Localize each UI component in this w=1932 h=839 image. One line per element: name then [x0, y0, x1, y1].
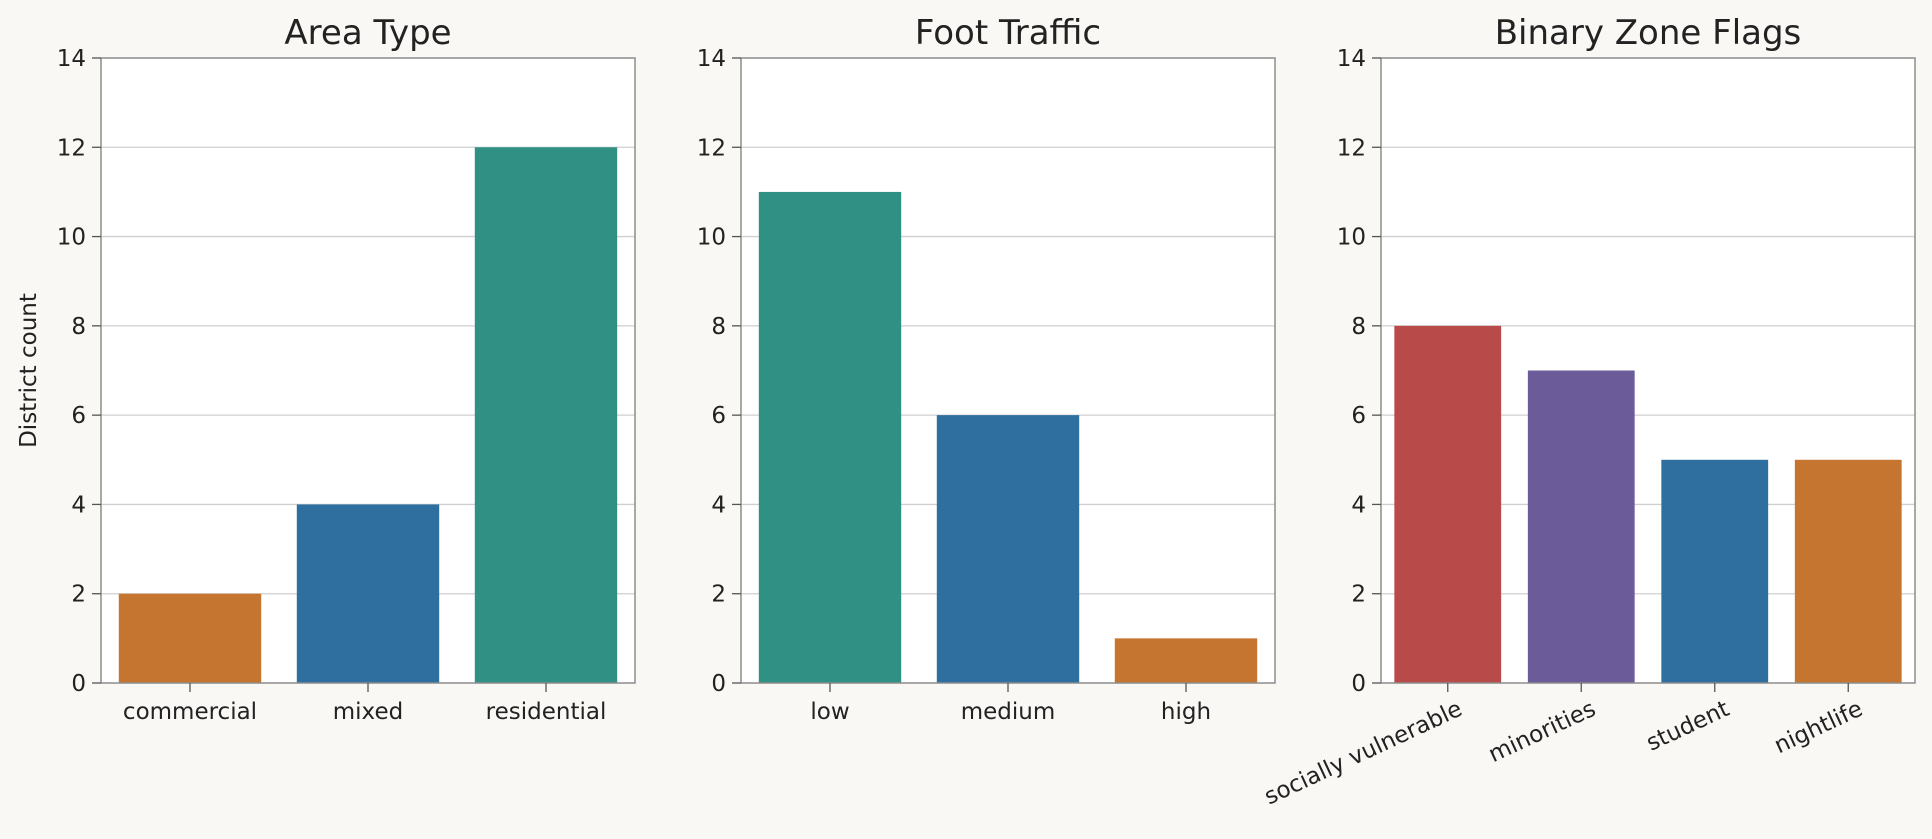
chart-foot-traffic: 0 2 4 6 8 10 12 14 low medium high Foot Traffic: [697, 13, 1276, 725]
bar-nightlife: [1794, 459, 1902, 683]
bar-medium: [936, 415, 1080, 683]
y-tick-label: 10: [57, 225, 86, 251]
y-tick-label: 0: [711, 671, 726, 697]
bars-area-type: [118, 147, 618, 684]
y-tick-label: 4: [711, 492, 726, 518]
plot-frame-binary-zone-flags: [1380, 57, 1916, 684]
y-tick-label: 10: [1337, 225, 1366, 251]
y-tick-label: 12: [1337, 135, 1366, 161]
x-tick-label-commercial: commercial: [123, 699, 257, 725]
y-tick-label: 8: [1351, 314, 1366, 340]
x-tick-label-high: high: [1161, 699, 1211, 725]
y-tick-label: 14: [1337, 46, 1366, 72]
y-tick-label: 10: [697, 225, 726, 251]
bars-foot-traffic: [758, 191, 1258, 683]
y-axis-label-area-type: District count: [16, 293, 42, 448]
y-tick-label: 6: [71, 403, 86, 429]
y-tick-label: 6: [1351, 403, 1366, 429]
bar-residential: [474, 147, 618, 684]
y-tick-label: 8: [71, 314, 86, 340]
x-tick-label-residential: residential: [486, 699, 607, 725]
bar-commercial: [118, 593, 262, 683]
bar-student: [1661, 459, 1769, 683]
chart-title-foot-traffic: Foot Traffic: [915, 13, 1101, 53]
y-tick-label: 0: [71, 671, 86, 697]
chart-area-type: 0 2 4 6 8 10 12 14 commercial mixed residential Ar…: [16, 13, 636, 725]
ticks-area-type: 0 2 4 6 8 10 12 14 commercial mixed residential: [57, 46, 607, 725]
y-tick-label: 0: [1351, 671, 1366, 697]
chart-title-binary-zone-flags: Binary Zone Flags: [1495, 13, 1802, 53]
y-tick-label: 14: [697, 46, 726, 72]
x-tick-label-mixed: mixed: [333, 699, 403, 725]
x-tick-label-medium: medium: [961, 699, 1056, 725]
bars-binary-zone-flags: [1394, 325, 1902, 683]
bar-high: [1114, 638, 1258, 683]
chart-title-area-type: Area Type: [284, 13, 451, 53]
ticks-foot-traffic: 0 2 4 6 8 10 12 14 low medium high: [697, 46, 1211, 725]
bar-mixed: [296, 504, 440, 683]
y-tick-label: 8: [711, 314, 726, 340]
y-tick-label: 4: [1351, 492, 1366, 518]
y-tick-label: 2: [711, 582, 726, 608]
y-tick-label: 14: [57, 46, 86, 72]
y-tick-label: 4: [71, 492, 86, 518]
y-tick-label: 2: [1351, 582, 1366, 608]
bar-socially-vulnerable: [1394, 325, 1502, 683]
y-tick-label: 12: [57, 135, 86, 161]
y-tick-label: 2: [71, 582, 86, 608]
bar-minorities: [1527, 370, 1635, 683]
y-tick-label: 12: [697, 135, 726, 161]
bar-low: [758, 191, 902, 683]
x-tick-label-low: low: [810, 699, 849, 725]
y-tick-label: 6: [711, 403, 726, 429]
